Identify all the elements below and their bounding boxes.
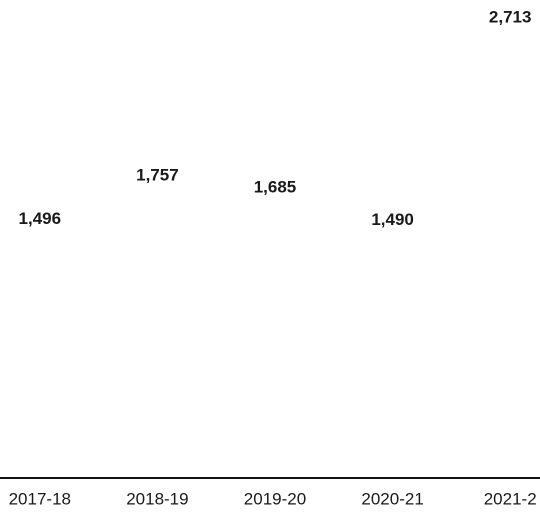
value-label: 1,685 bbox=[254, 178, 297, 197]
bar bbox=[469, 27, 540, 477]
bar bbox=[0, 229, 81, 477]
value-label: 1,496 bbox=[19, 209, 62, 228]
x-tick-label: 2021-2 bbox=[484, 489, 537, 508]
x-tick-label: 2019-20 bbox=[244, 489, 306, 508]
bar bbox=[116, 186, 199, 477]
bar bbox=[233, 198, 317, 477]
value-label: 1,490 bbox=[371, 210, 414, 229]
x-tick-label: 2018-19 bbox=[126, 489, 188, 508]
bar bbox=[351, 230, 434, 477]
x-tick-label: 2017-18 bbox=[9, 489, 71, 508]
value-label: 1,757 bbox=[136, 166, 179, 185]
value-label: 2,713 bbox=[489, 7, 532, 26]
x-tick-label: 2020-21 bbox=[361, 489, 423, 508]
